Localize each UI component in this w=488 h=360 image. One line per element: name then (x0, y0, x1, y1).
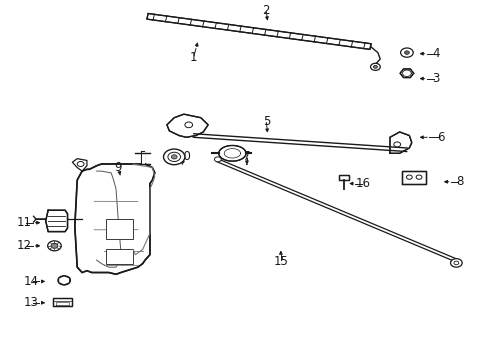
Circle shape (51, 243, 58, 248)
Circle shape (393, 142, 400, 147)
Polygon shape (389, 132, 411, 153)
Circle shape (415, 175, 421, 179)
FancyBboxPatch shape (106, 219, 133, 239)
Polygon shape (338, 175, 348, 180)
Text: 16: 16 (355, 177, 370, 190)
Circle shape (171, 155, 177, 159)
Text: 2: 2 (262, 4, 269, 18)
Text: 13: 13 (24, 296, 39, 309)
Text: 6: 6 (436, 131, 444, 144)
Text: 9: 9 (115, 161, 122, 174)
Circle shape (167, 152, 180, 162)
Text: 10: 10 (176, 150, 191, 163)
Circle shape (406, 175, 411, 179)
Text: 14: 14 (23, 275, 39, 288)
Circle shape (77, 162, 84, 166)
Text: 5: 5 (262, 115, 269, 128)
Text: 15: 15 (273, 255, 288, 268)
Circle shape (214, 157, 221, 162)
Circle shape (184, 122, 192, 128)
Text: 4: 4 (431, 47, 439, 60)
Text: 1: 1 (189, 51, 197, 64)
Polygon shape (166, 114, 208, 137)
Polygon shape (218, 145, 245, 161)
Circle shape (400, 48, 412, 57)
Text: 11: 11 (17, 216, 31, 229)
Polygon shape (401, 171, 426, 184)
Polygon shape (45, 210, 67, 231)
Text: 8: 8 (456, 175, 463, 188)
Circle shape (163, 149, 184, 165)
Circle shape (47, 241, 61, 251)
Circle shape (404, 51, 408, 54)
Polygon shape (53, 298, 72, 306)
Circle shape (373, 66, 377, 68)
Polygon shape (399, 69, 413, 77)
Text: 7: 7 (243, 150, 250, 163)
FancyBboxPatch shape (106, 249, 133, 264)
Circle shape (449, 258, 461, 267)
Polygon shape (75, 164, 155, 274)
Text: 12: 12 (17, 239, 31, 252)
Circle shape (370, 63, 380, 71)
Text: 3: 3 (431, 72, 439, 85)
Circle shape (453, 261, 458, 265)
Polygon shape (146, 14, 370, 49)
Circle shape (58, 276, 70, 285)
